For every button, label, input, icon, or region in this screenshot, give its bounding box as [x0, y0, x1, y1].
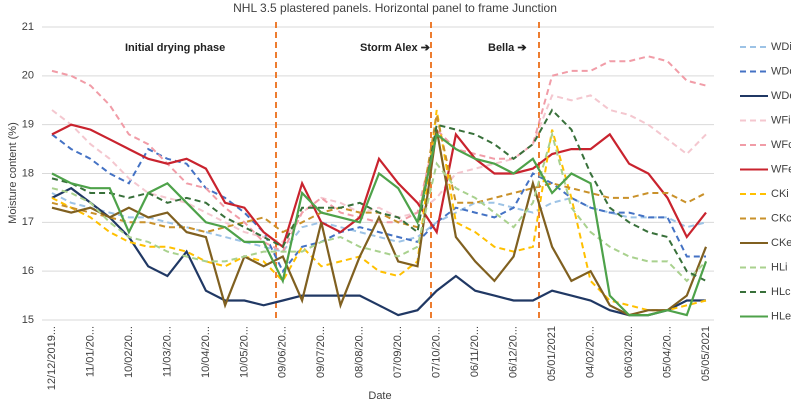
x-tick-label: 06/12/20...: [508, 326, 520, 378]
x-tick-label: 06/03/20...: [623, 326, 635, 378]
x-tick-label: 11/01/20...: [84, 326, 96, 377]
legend-label: WFc: [771, 139, 791, 151]
event-lines: [275, 22, 540, 322]
legend-label: CKe: [771, 237, 791, 249]
x-tick-label: 05/05/2021: [700, 326, 712, 381]
y-tick-label: 19: [22, 119, 34, 131]
y-tick-label: 18: [22, 167, 34, 179]
y-tick-label: 16: [22, 265, 34, 277]
x-tick-label: 10/02/20...: [123, 326, 135, 378]
chart-title: NHL 3.5 plastered panels. Horizontal pan…: [233, 1, 557, 15]
x-tick-label: 09/06/20...: [277, 326, 289, 378]
legend-label: WDe: [771, 90, 791, 102]
y-tick-label: 20: [22, 70, 34, 82]
x-axis-label: Date: [368, 390, 391, 402]
x-tick-label: 05/01/2021: [546, 326, 558, 381]
series-line: [51, 55, 707, 253]
y-axis-label: Moisture content (%): [7, 122, 19, 223]
x-tick-label: 06/11/20...: [469, 326, 481, 377]
series-line: [51, 186, 706, 317]
x-tick-label: 05/04/20...: [661, 326, 673, 378]
legend-label: CKi: [771, 188, 789, 200]
annotation: Storm Alex ➔: [360, 42, 431, 54]
legend-label: HLe: [771, 310, 791, 322]
series-line: [51, 94, 707, 244]
legend-label: CKc: [771, 212, 791, 224]
legend-label: WFe: [771, 163, 791, 175]
legend-label: WFi: [771, 114, 791, 126]
x-tick-label: 04/02/20...: [584, 326, 596, 378]
series-line: [51, 123, 707, 249]
annotation: Initial drying phase: [125, 42, 225, 54]
series-line: [51, 192, 707, 253]
legend-label: HLi: [771, 261, 788, 273]
series-line: [51, 108, 707, 282]
x-tick-label: 07/09/20...: [392, 326, 404, 378]
x-tick-label: 09/07/20...: [315, 326, 327, 378]
x-tick-label: 11/03/20...: [161, 326, 173, 377]
legend-label: HLc: [771, 286, 791, 298]
y-tick-label: 17: [22, 216, 34, 228]
x-tick-label: 10/04/20...: [200, 326, 212, 378]
x-tick-label: 10/05/20...: [238, 326, 250, 378]
series-line: [51, 129, 708, 317]
series-line: [51, 130, 707, 283]
series-line: [51, 109, 707, 312]
y-tick-label: 21: [22, 21, 34, 33]
series-line: [51, 133, 706, 274]
annotation: Bella ➔: [488, 42, 527, 54]
x-tick-label: 08/08/20...: [354, 326, 366, 378]
x-tick-label: 12/12/2019...: [46, 326, 58, 390]
legend-label: WDc: [771, 65, 791, 77]
legend-label: WDi: [771, 41, 791, 53]
y-tick-label: 15: [22, 314, 34, 326]
series-line: [51, 132, 708, 317]
x-tick-label: 07/10/20...: [431, 326, 443, 378]
